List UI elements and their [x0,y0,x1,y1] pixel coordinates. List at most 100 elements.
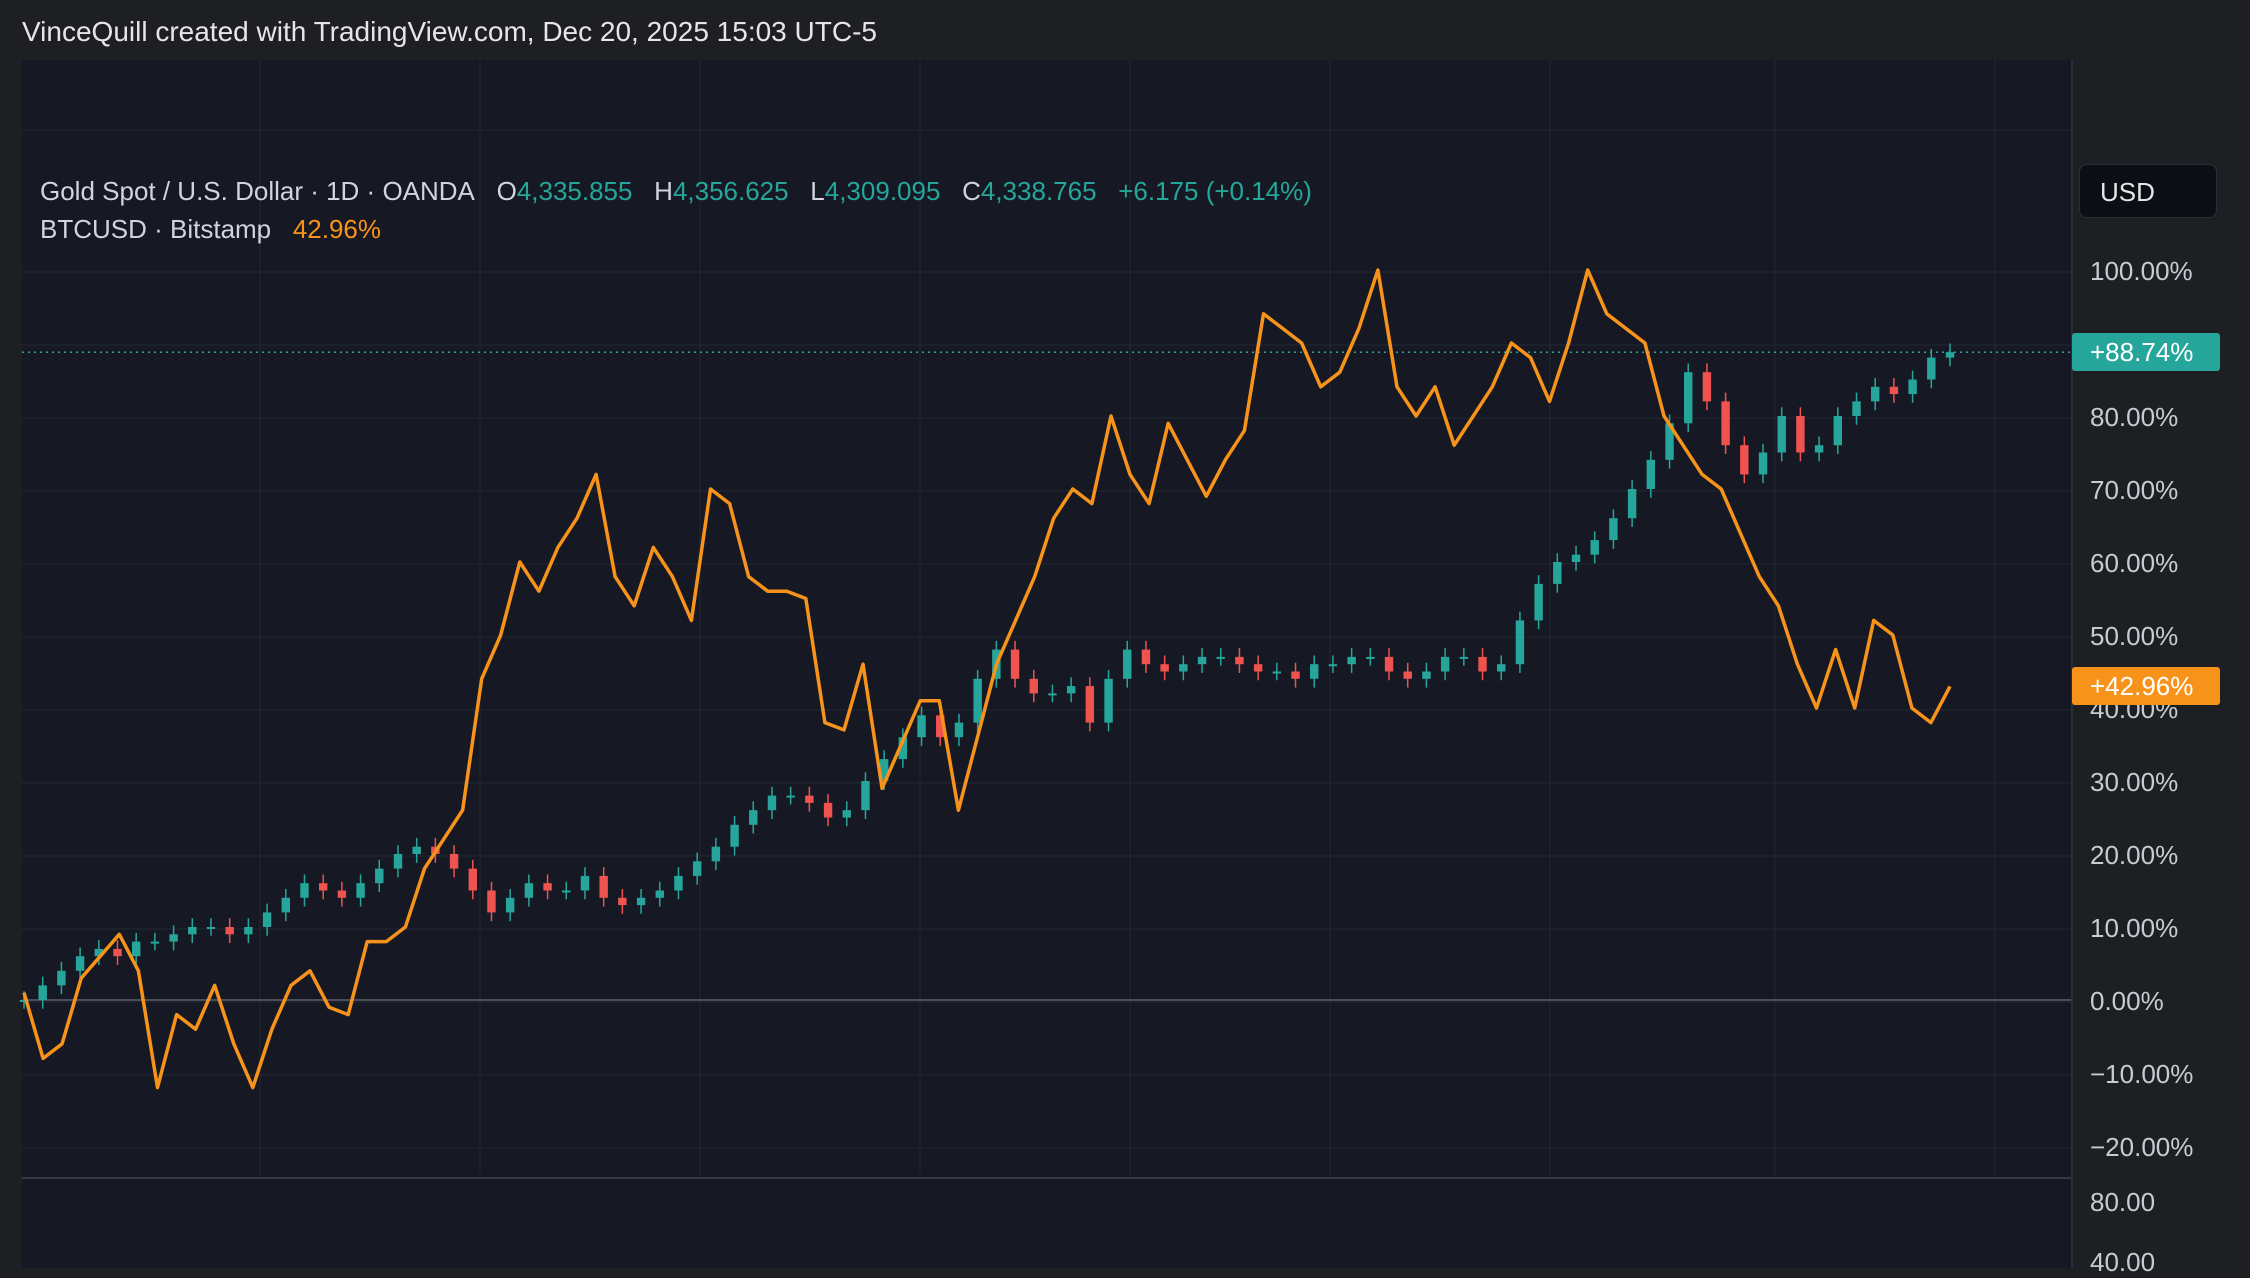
gold-candle [1553,562,1562,584]
gold-candle [580,875,590,891]
gold-candle [505,897,515,913]
gold-candle [898,737,908,760]
gold-candle [1048,693,1057,696]
gold-candle [1796,416,1805,453]
gold-candle [1627,489,1637,519]
close-value: 4,338.765 [980,176,1097,206]
gold-candle [636,897,646,906]
btc-price-tag: +42.96% [2072,667,2220,706]
y-axis-label: 80.00% [2090,402,2179,432]
gold-candle [1104,678,1113,723]
gold-candle [936,715,945,738]
gold-candle [1571,554,1581,562]
gold-candle [879,759,889,781]
legend-btc-row[interactable]: BTCUSD · Bitstamp 42.96% [40,210,1312,248]
gold-candle [318,883,328,891]
gold-candle [1684,372,1693,424]
gold-candle [1328,664,1338,667]
gold-candle [917,715,926,738]
gold-candle [786,795,795,798]
open-key: O [496,176,517,206]
gold-candle [1066,686,1076,694]
gold-candle [1291,671,1300,679]
gold-candle [38,985,47,1000]
low-key: L [810,176,825,206]
y-axis-label: 0.00% [2090,986,2164,1016]
btc-line [22,268,1952,1090]
gold-candle [1347,656,1356,665]
chart-pane[interactable] [22,60,2072,1268]
gold-candle [861,781,870,811]
gold-candle [1197,656,1207,665]
gold-candle [150,941,160,944]
gold-candle [1478,656,1487,672]
gold-candle [543,883,552,891]
gold-candle [1216,656,1225,659]
currency-button[interactable]: USD [2079,164,2217,218]
gold-candle [1310,664,1319,679]
gold-candle [1777,416,1786,453]
gold-candle [75,956,85,971]
gold-candle [954,722,964,738]
gold-candle [1010,649,1020,679]
open-value: 4,335.855 [516,176,633,206]
btc-value: 42.96% [292,214,382,244]
high-value: 4,356.625 [672,176,789,206]
gold-candle [188,927,197,935]
gold-candle [1029,678,1038,694]
high-key: H [654,176,673,206]
gold-candle [562,890,571,893]
gold-candle [692,861,702,876]
gold-candle [1665,423,1674,460]
gold-candle [1740,445,1749,475]
y-axis-label: 70.00% [2090,475,2179,505]
gold-candle [1366,656,1375,659]
gold-candle [674,875,683,891]
btc-symbol: BTCUSD · Bitstamp [40,214,272,244]
gold-candle [1160,664,1169,672]
legend-gold-row[interactable]: Gold Spot / U.S. Dollar · 1D · OANDA O4,… [40,172,1312,210]
gold-candle [1814,445,1824,453]
gold-candle [1609,518,1618,541]
gold-candle [1852,401,1861,416]
gold-candle [262,912,272,927]
gold-candle [375,868,384,884]
gold-candle [1272,671,1282,674]
close-key: C [962,176,981,206]
gold-candle [1179,664,1188,672]
gold-candle [131,941,141,957]
gold-candle [206,927,216,929]
gold-candle [57,970,66,986]
gold-candle [655,890,664,898]
sub-pane-axis-label: 80.00 [2090,1187,2156,1217]
gold-candle [1141,649,1151,665]
gold-candle [1235,656,1244,665]
gold-candle [524,883,534,898]
gold-candle [281,897,290,913]
gold-symbol: Gold Spot / U.S. Dollar · 1D · OANDA [40,176,475,206]
gold-price-tag: +88.74% [2072,333,2220,372]
gold-candle [1123,649,1132,679]
gold-change: +6.175 (+0.14%) [1118,176,1312,206]
gold-candle [1908,379,1917,395]
gold-candle [1945,352,1955,358]
gold-candle [842,810,851,818]
gold-candle [1422,671,1431,679]
gold-candle [618,897,627,906]
sub-pane-axis-label: 40.00 [2090,1247,2156,1277]
gold-candle [973,678,982,723]
gold-candle [356,883,365,898]
y-axis-label: −10.00% [2090,1059,2194,1089]
y-axis-label: 60.00% [2090,548,2179,578]
gold-candle [300,883,309,898]
low-value: 4,309.095 [824,176,941,206]
gold-candle [393,854,403,869]
y-axis-label: 30.00% [2090,767,2179,797]
gold-candle [1440,656,1450,672]
chart-legend: Gold Spot / U.S. Dollar · 1D · OANDA O4,… [40,172,1312,248]
gold-candle [1384,656,1394,672]
y-axis-label: −20.00% [2090,1132,2194,1162]
gold-candle [1515,620,1525,665]
gold-candle [1833,416,1843,446]
